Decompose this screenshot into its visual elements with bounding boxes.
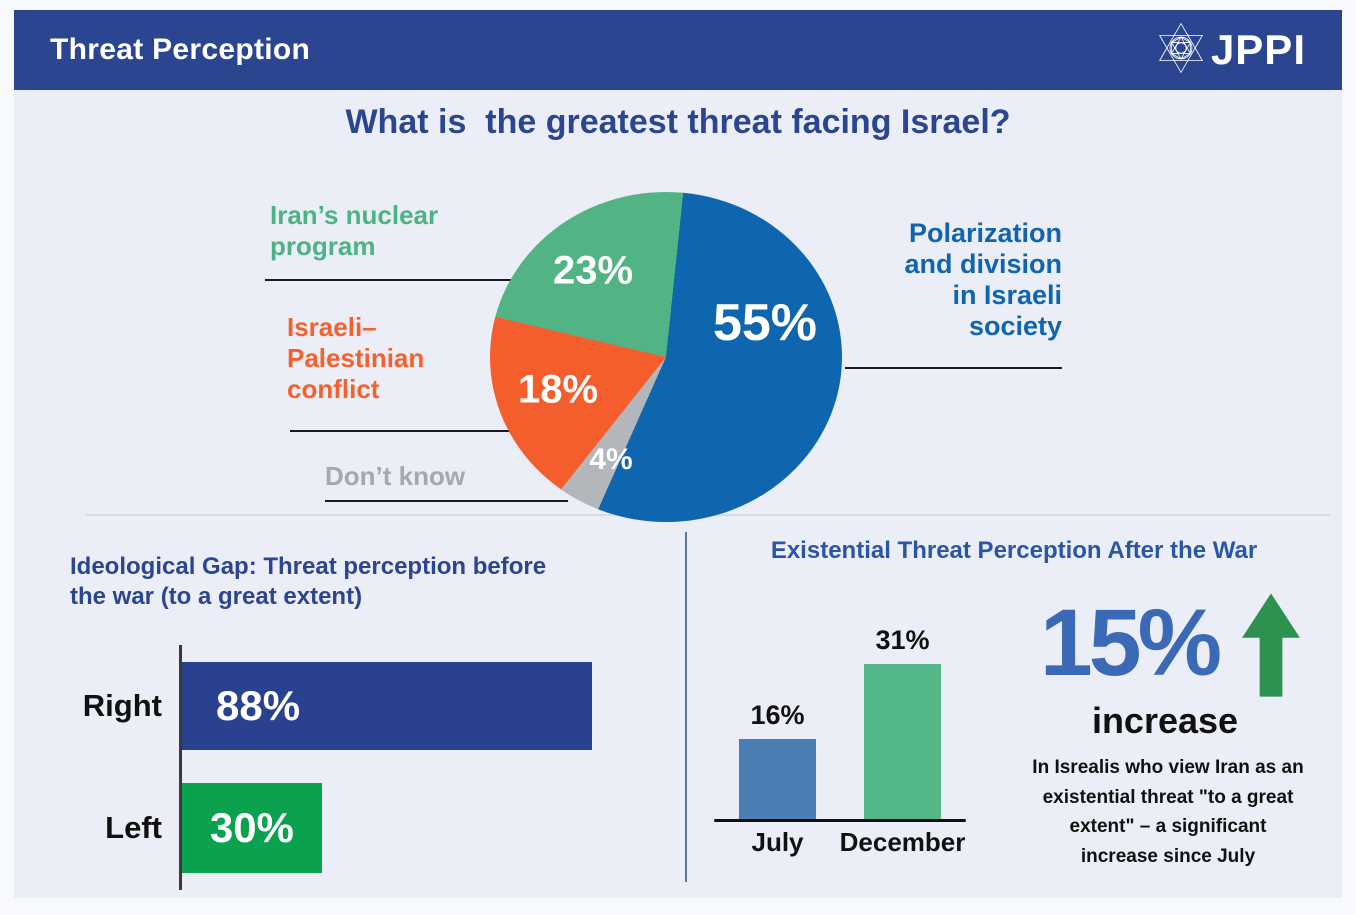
leader-line-conflict	[290, 430, 518, 432]
stat-description: In Isrealis who view Iran as an existent…	[1032, 757, 1304, 867]
pie-chart: 55% 23% 18% 4%	[490, 192, 842, 522]
star-of-david-icon	[1155, 22, 1207, 79]
pie-label-polarization: Polarization and division in Israeli soc…	[904, 218, 1062, 341]
vertical-divider	[685, 532, 687, 882]
leader-line-iran	[265, 279, 520, 281]
pie-value-dont-know: 4%	[589, 443, 633, 476]
pie-label-israeli-palestinian: Israeli– Palestinian conflict	[287, 312, 425, 404]
bar-left-value: 30%	[209, 804, 294, 851]
pie-label-dont-know: Don’t know	[325, 461, 466, 491]
x-axis-line	[714, 819, 966, 822]
bar-july-value: 16%	[750, 700, 805, 730]
bar-december-value: 31%	[875, 625, 930, 655]
page-title: Threat Perception	[50, 33, 311, 66]
category-label-july: July	[751, 827, 804, 857]
jppi-logo: JPPI	[1155, 22, 1306, 79]
stat-percent: 15%	[1039, 590, 1222, 696]
bar-december	[864, 664, 941, 819]
bar-left: 30%	[182, 783, 322, 873]
existential-threat-title: Existential Threat Perception After the …	[770, 537, 1258, 564]
bar-right: 88%	[182, 662, 592, 750]
bar-july	[739, 739, 816, 819]
y-axis-line	[179, 645, 182, 890]
bar-right-value: 88%	[216, 682, 301, 729]
header-bar: Threat Perception JPPI	[14, 10, 1342, 90]
leader-line-dont-know	[325, 500, 568, 502]
pie-label-iran-nuclear: Iran’s nuclear program	[270, 200, 439, 261]
logo-text: JPPI	[1210, 26, 1306, 73]
pie-chart-title: What is the greatest threat facing Israe…	[345, 103, 1011, 141]
ideological-gap-title: Ideological Gap: Threat perception befor…	[70, 553, 547, 610]
pie-value-iran: 23%	[552, 248, 634, 293]
pie-value-conflict: 18%	[517, 367, 599, 412]
category-label-right: Right	[82, 688, 162, 723]
category-label-left: Left	[105, 810, 162, 845]
stat-label: increase	[1091, 700, 1239, 741]
category-label-december: December	[839, 827, 966, 857]
pie-value-polarization: 55%	[712, 294, 818, 352]
leader-line-polarization	[845, 367, 1062, 369]
up-arrow-icon	[1240, 592, 1302, 703]
